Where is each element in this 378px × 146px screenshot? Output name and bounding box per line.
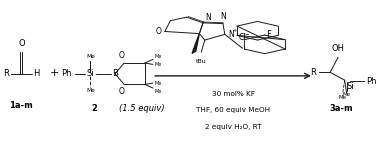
Text: R: R: [310, 68, 316, 77]
Text: Ph: Ph: [61, 69, 71, 78]
Text: 2: 2: [91, 104, 97, 113]
Text: 2 equiv H₂O, RT: 2 equiv H₂O, RT: [205, 124, 261, 130]
Text: Me: Me: [343, 92, 351, 97]
Text: N: N: [205, 13, 211, 22]
Text: Me: Me: [155, 62, 162, 67]
Text: H: H: [33, 69, 40, 78]
Text: Me: Me: [86, 54, 95, 59]
Text: −: −: [245, 32, 249, 36]
Text: Si: Si: [347, 82, 354, 91]
Text: N: N: [228, 30, 234, 39]
Text: THF, 60 equiv MeOH: THF, 60 equiv MeOH: [196, 107, 270, 113]
Text: 30 mol% KF: 30 mol% KF: [212, 91, 254, 97]
Text: O: O: [155, 27, 161, 36]
Text: O: O: [119, 87, 125, 96]
Text: (1.5 equiv): (1.5 equiv): [119, 104, 165, 113]
Text: +: +: [233, 28, 237, 33]
Text: +: +: [50, 68, 59, 78]
Text: O: O: [119, 51, 125, 60]
Text: tBu: tBu: [196, 59, 206, 64]
Text: R: R: [3, 69, 9, 78]
Text: Ph: Ph: [366, 77, 377, 86]
Text: F: F: [266, 30, 271, 39]
Text: Cl: Cl: [239, 33, 246, 42]
Text: B: B: [112, 69, 118, 78]
Text: N: N: [220, 12, 226, 21]
Text: Me: Me: [155, 54, 162, 59]
Text: OH: OH: [332, 44, 345, 53]
Text: Me: Me: [155, 81, 162, 86]
Text: 1a-m: 1a-m: [9, 101, 33, 110]
Polygon shape: [192, 34, 199, 53]
Text: Me: Me: [339, 95, 347, 100]
Text: 3a-m: 3a-m: [329, 104, 353, 113]
Text: Me: Me: [86, 88, 95, 93]
Text: Me: Me: [155, 89, 162, 94]
Text: O: O: [18, 39, 25, 48]
Text: Si: Si: [87, 69, 94, 78]
